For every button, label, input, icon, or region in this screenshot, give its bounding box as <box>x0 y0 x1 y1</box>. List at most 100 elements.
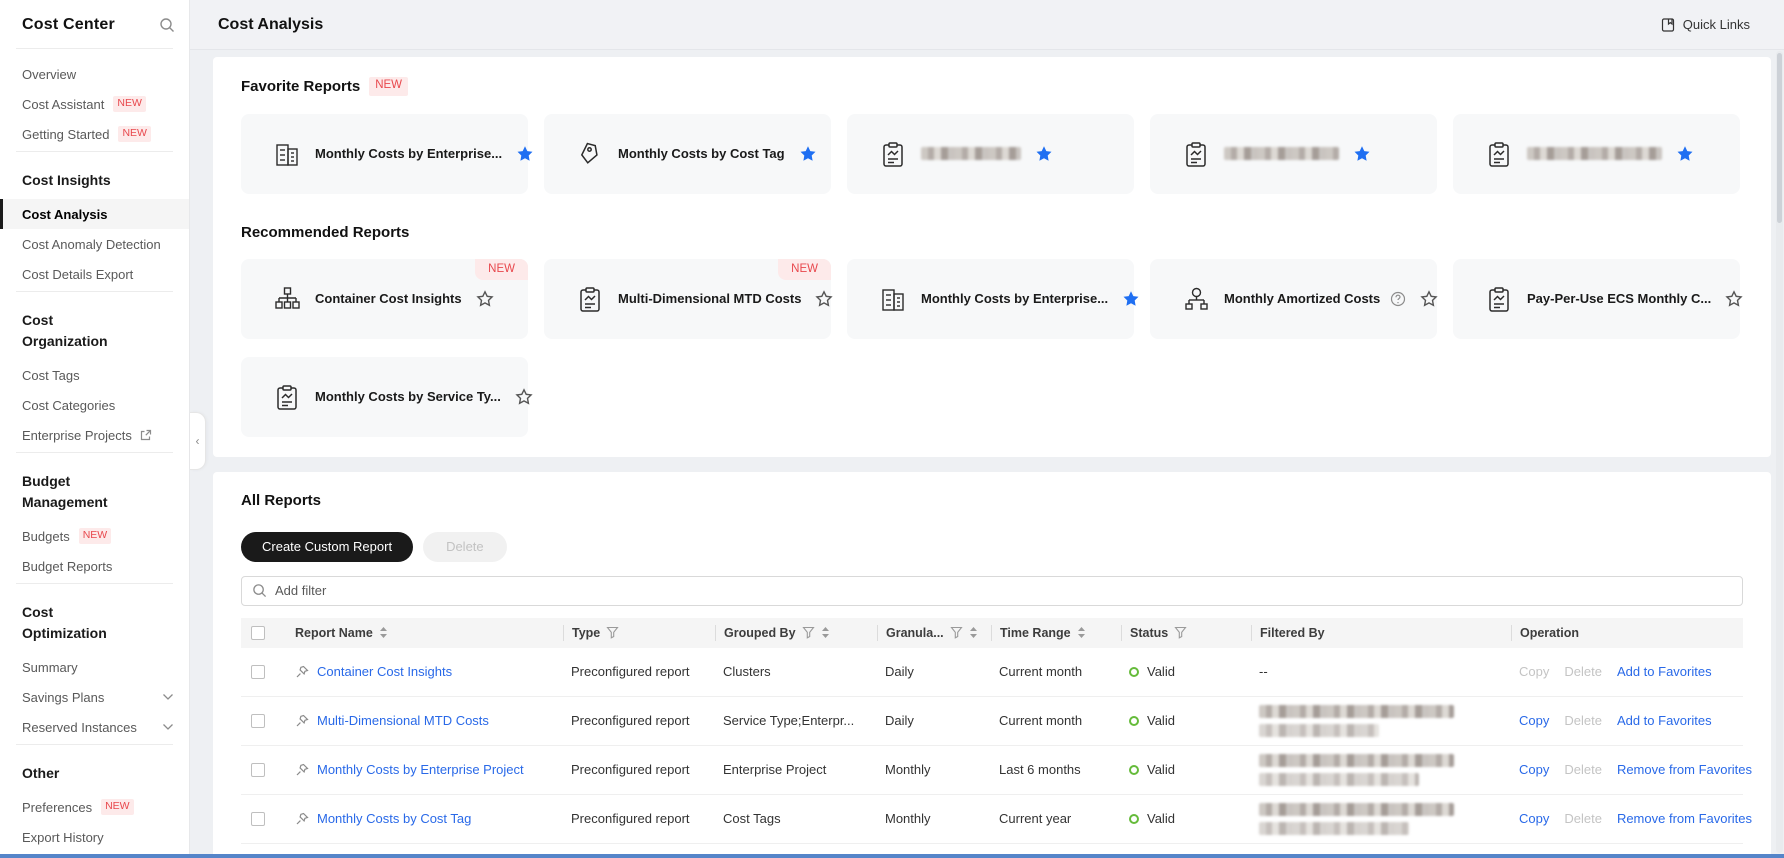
recommended-card-container-cost-insights[interactable]: NEW Container Cost Insights <box>241 258 528 339</box>
star-outline-icon[interactable] <box>515 388 533 406</box>
pin-icon[interactable] <box>295 763 309 777</box>
sidebar-item-cost-details-export[interactable]: Cost Details Export <box>0 259 189 289</box>
star-outline-icon[interactable] <box>1725 290 1743 308</box>
star-filled-icon[interactable] <box>1353 145 1371 163</box>
report-name-link[interactable]: Monthly Costs by Cost Tag <box>317 811 472 827</box>
sidebar-item-cost-tags[interactable]: Cost Tags <box>0 360 189 390</box>
sidebar-item-overview[interactable]: Overview <box>0 59 189 89</box>
copy-action[interactable]: Copy <box>1519 713 1550 729</box>
report-name-link[interactable]: Monthly Costs by Enterprise Project <box>317 762 524 778</box>
report-card-label: Monthly Amortized Costs <box>1224 291 1381 307</box>
sidebar-item-export-history[interactable]: Export History <box>0 822 189 852</box>
sidebar-section-cost-optimization: Cost Optimization <box>22 604 107 641</box>
row-checkbox[interactable] <box>251 713 265 728</box>
favorite-card-redacted[interactable] <box>1150 113 1437 194</box>
copy-action[interactable]: Copy <box>1519 811 1550 827</box>
filter-bar[interactable] <box>241 575 1743 606</box>
star-filled-icon[interactable] <box>1676 145 1694 163</box>
quick-links-icon <box>1660 17 1676 33</box>
sidebar-item-cost-anomaly-detection[interactable]: Cost Anomaly Detection <box>0 229 189 259</box>
sidebar-item-budgets[interactable]: Budgets NEW <box>0 521 189 551</box>
filter-icon[interactable] <box>802 626 815 639</box>
star-filled-icon[interactable] <box>799 145 817 163</box>
sidebar-item-cost-analysis[interactable]: Cost Analysis <box>0 199 189 229</box>
sort-icon[interactable] <box>969 626 978 639</box>
recommended-cards-row: NEW Container Cost Insights NEW Multi-Di… <box>241 258 1743 339</box>
row-checkbox[interactable] <box>251 762 265 777</box>
time-range: Current year <box>999 811 1072 827</box>
sidebar-item-getting-started[interactable]: Getting Started NEW <box>0 119 189 149</box>
column-header: Operation <box>1520 625 1580 640</box>
pin-icon[interactable] <box>295 812 309 826</box>
sidebar-item-cost-categories[interactable]: Cost Categories <box>0 390 189 420</box>
star-outline-icon[interactable] <box>815 290 833 308</box>
recommended-card-monthly-amortized-costs[interactable]: Monthly Amortized Costs <box>1150 258 1438 339</box>
quick-links-button[interactable]: Quick Links <box>1660 17 1750 33</box>
sidebar-item-preferences[interactable]: Preferences NEW <box>0 792 189 822</box>
star-filled-icon[interactable] <box>1035 145 1053 163</box>
all-reports-title: All Reports <box>241 491 322 509</box>
filter-icon[interactable] <box>606 626 619 639</box>
enterprise-report-icon <box>273 140 301 168</box>
report-type: Preconfigured report <box>571 762 690 778</box>
filter-icon[interactable] <box>950 626 963 639</box>
add-to-favorites-action[interactable]: Add to Favorites <box>1616 713 1712 729</box>
report-card-label: Monthly Costs by Service Ty... <box>315 389 501 405</box>
row-checkbox[interactable] <box>251 811 265 826</box>
recommended-card-monthly-costs-by-service-type[interactable]: Monthly Costs by Service Ty... <box>241 356 532 437</box>
delete-action[interactable]: Delete <box>1564 664 1602 680</box>
search-icon <box>252 583 267 598</box>
favorite-reports-title: Favorite Reports <box>241 77 361 95</box>
sort-icon[interactable] <box>1077 626 1086 639</box>
remove-from-favorites-action[interactable]: Remove from Favorites <box>1616 762 1753 778</box>
pin-icon[interactable] <box>295 714 309 728</box>
sidebar-item-cost-assistant[interactable]: Cost Assistant NEW <box>0 89 189 119</box>
star-filled-icon[interactable] <box>1122 290 1140 308</box>
delete-action[interactable]: Delete <box>1564 713 1602 729</box>
favorite-card-redacted[interactable] <box>847 113 1134 194</box>
filter-icon[interactable] <box>1174 626 1187 639</box>
search-icon[interactable] <box>159 17 175 33</box>
delete-button[interactable]: Delete <box>423 531 507 562</box>
sidebar-item-label: Summary <box>22 659 78 675</box>
external-link-icon <box>139 428 153 442</box>
redacted-filtered-by <box>1259 704 1454 737</box>
remove-from-favorites-action[interactable]: Remove from Favorites <box>1616 811 1753 827</box>
sidebar-item-savings-plans[interactable]: Savings Plans <box>0 682 189 712</box>
sidebar: Cost Center Overview Cost Assistant NEW G… <box>0 0 190 858</box>
favorite-card-monthly-costs-by-cost-tag[interactable]: Monthly Costs by Cost Tag <box>544 113 831 194</box>
sort-icon[interactable] <box>821 626 830 639</box>
row-checkbox[interactable] <box>251 664 265 679</box>
add-to-favorites-action[interactable]: Add to Favorites <box>1616 664 1712 680</box>
favorite-card-redacted[interactable] <box>1453 113 1740 194</box>
recommended-card-pay-per-use-ecs[interactable]: Pay-Per-Use ECS Monthly C... <box>1453 258 1743 339</box>
sidebar-item-summary[interactable]: Summary <box>0 652 189 682</box>
delete-action[interactable]: Delete <box>1564 811 1602 827</box>
scrollbar-thumb[interactable] <box>1777 53 1782 223</box>
column-header: Type <box>572 625 601 640</box>
star-outline-icon[interactable] <box>476 290 494 308</box>
report-type: Preconfigured report <box>571 713 690 729</box>
copy-action[interactable]: Copy <box>1519 762 1550 778</box>
recommended-card-monthly-costs-by-enterprise[interactable]: Monthly Costs by Enterprise... <box>847 258 1139 339</box>
pin-icon[interactable] <box>295 665 309 679</box>
star-outline-icon[interactable] <box>1420 290 1438 308</box>
report-card-label: Monthly Costs by Cost Tag <box>618 146 785 162</box>
delete-action[interactable]: Delete <box>1564 762 1602 778</box>
help-icon[interactable] <box>1390 291 1406 307</box>
favorite-card-monthly-costs-by-enterprise[interactable]: Monthly Costs by Enterprise... <box>241 113 533 194</box>
star-filled-icon[interactable] <box>516 145 534 163</box>
sidebar-item-budget-reports[interactable]: Budget Reports <box>0 551 189 581</box>
sidebar-item-enterprise-projects[interactable]: Enterprise Projects <box>0 420 189 450</box>
add-filter-input[interactable] <box>275 583 1732 599</box>
create-custom-report-button[interactable]: Create Custom Report <box>241 531 414 562</box>
cluster-tree-icon <box>273 285 301 313</box>
report-name-link[interactable]: Multi-Dimensional MTD Costs <box>317 713 489 729</box>
sidebar-item-reserved-instances[interactable]: Reserved Instances <box>0 712 189 742</box>
sort-icon[interactable] <box>379 626 388 639</box>
copy-action[interactable]: Copy <box>1519 664 1550 680</box>
report-name-link[interactable]: Container Cost Insights <box>317 664 453 680</box>
select-all-checkbox[interactable] <box>251 625 265 640</box>
recommended-card-multi-dimensional-mtd-costs[interactable]: NEW Multi-Dimensional MTD Costs <box>544 258 833 339</box>
sidebar-collapse-handle[interactable]: ‹ <box>190 412 206 470</box>
